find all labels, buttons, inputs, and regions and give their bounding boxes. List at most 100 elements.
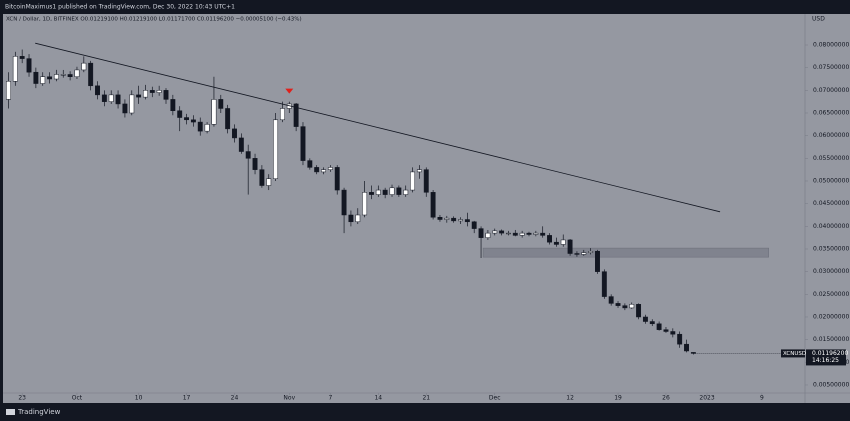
- y-tick-label: 0.03500000: [813, 245, 849, 252]
- candle-body: [444, 217, 450, 220]
- candle-body: [615, 303, 621, 306]
- candle-body: [273, 119, 279, 179]
- candle-body: [40, 76, 46, 84]
- candle-body: [136, 94, 142, 98]
- candle-body: [149, 90, 155, 93]
- candle-body: [567, 239, 573, 254]
- candle-body: [252, 158, 258, 170]
- candle-body: [95, 85, 100, 96]
- candle-body: [369, 192, 374, 195]
- candle-body: [636, 304, 642, 318]
- candle-body: [540, 232, 546, 236]
- candle-body: [519, 232, 525, 236]
- candle-body: [430, 192, 436, 218]
- x-tick-label: 17: [183, 395, 191, 402]
- y-tick-label: 0.07500000: [813, 64, 849, 71]
- y-tick-label: 0.02000000: [813, 313, 849, 320]
- candle-body: [533, 232, 539, 235]
- candle-body: [321, 169, 326, 173]
- candle-body: [334, 167, 340, 191]
- candle-body: [232, 128, 237, 139]
- y-tick-label: 0.04500000: [813, 200, 849, 207]
- y-tick-label: 0.00500000: [813, 381, 849, 388]
- candle-body: [26, 58, 32, 73]
- candle-body: [458, 219, 463, 222]
- candle-body: [656, 323, 662, 330]
- candle-body: [348, 214, 354, 223]
- candle-body: [170, 99, 176, 111]
- x-tick-label: 24: [231, 395, 239, 402]
- candle-body: [53, 74, 59, 80]
- candle-body: [60, 74, 66, 76]
- candle-body: [143, 90, 148, 98]
- candle-body: [553, 241, 559, 245]
- candle-body: [300, 126, 306, 161]
- candle-body: [163, 90, 169, 100]
- candle-body: [629, 304, 635, 309]
- plot-area: [3, 14, 850, 403]
- candle-body: [101, 94, 107, 102]
- candle-body: [423, 169, 429, 193]
- candle-body: [396, 187, 402, 195]
- y-tick-label: 0.06000000: [813, 132, 849, 139]
- x-tick-label: 10: [135, 395, 143, 402]
- x-tick-label: Dec: [489, 395, 501, 402]
- y-tick-label: 0.07000000: [813, 87, 849, 94]
- candle-body: [642, 316, 648, 322]
- candle-body: [12, 56, 18, 82]
- candle-body: [266, 178, 272, 186]
- y-tick-label: 0.03000000: [813, 268, 849, 275]
- brand-logo: [6, 409, 15, 415]
- candle-body: [115, 94, 121, 105]
- candle-body: [74, 69, 80, 77]
- y-tick-label: 0.01500000: [813, 336, 849, 343]
- signal-arrow: [285, 88, 294, 94]
- candle-body: [19, 56, 25, 59]
- candle-body: [218, 99, 224, 109]
- candle-body: [588, 251, 594, 253]
- candle-body: [88, 62, 94, 87]
- candle-body: [341, 189, 347, 216]
- candle-body: [471, 221, 477, 229]
- candle-body: [129, 94, 135, 114]
- candle-body: [47, 76, 53, 80]
- candle-body: [81, 62, 87, 71]
- publisher-line: BitcoinMaximus1 published on TradingView…: [5, 4, 235, 11]
- candle-body: [184, 117, 189, 121]
- candle-body: [156, 90, 162, 93]
- x-tick-label: 7: [328, 395, 332, 402]
- x-tick-label: 21: [422, 395, 430, 402]
- candle-body: [293, 103, 299, 127]
- candle-body: [389, 187, 395, 195]
- y-tick-label: 0.06500000: [813, 109, 849, 116]
- price-tag-countdown: 14:16:25: [812, 357, 839, 364]
- zone: [482, 247, 769, 258]
- price-tag-box: [806, 349, 846, 366]
- footer-brand: TradingView: [17, 408, 61, 416]
- candle-body: [279, 108, 285, 121]
- candle-body: [601, 271, 607, 297]
- candle-body: [581, 252, 587, 255]
- candle-body: [684, 343, 689, 352]
- price-tag-symbol-box: [781, 349, 805, 358]
- candle-body: [314, 167, 320, 173]
- candle-body: [33, 71, 39, 84]
- y-axis-label: USD: [812, 16, 825, 23]
- candle-body: [574, 253, 580, 255]
- candle-body: [362, 192, 368, 216]
- x-tick-label: 12: [566, 395, 574, 402]
- x-tick-label: 14: [374, 395, 382, 402]
- candle-body: [403, 189, 409, 195]
- candle-body: [670, 331, 676, 335]
- candle-body: [608, 296, 614, 304]
- y-tick-label: 0.08000000: [813, 42, 849, 49]
- candle-body: [307, 160, 313, 168]
- candle-body: [464, 219, 470, 223]
- candle-body: [410, 171, 416, 191]
- price-tag-symbol: XCNUSD: [783, 351, 806, 357]
- candle-body: [204, 124, 210, 132]
- candle-body: [211, 99, 217, 125]
- candle-body: [492, 230, 498, 234]
- candle-body: [375, 189, 381, 195]
- trendline: [35, 42, 721, 213]
